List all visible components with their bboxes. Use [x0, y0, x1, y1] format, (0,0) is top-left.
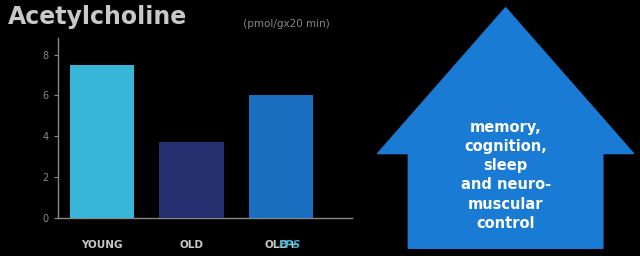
Text: FPS: FPS: [279, 240, 301, 250]
Text: YOUNG: YOUNG: [81, 240, 123, 250]
Text: Acetylcholine: Acetylcholine: [8, 5, 187, 29]
Text: memory,
cognition,
sleep
and neuro-
muscular
control: memory, cognition, sleep and neuro- musc…: [461, 120, 550, 231]
Text: (pmol/gx20 min): (pmol/gx20 min): [240, 19, 330, 29]
Text: OLD: OLD: [179, 240, 204, 250]
Bar: [70, 65, 134, 218]
Text: OLD+: OLD+: [264, 240, 298, 250]
Bar: [159, 142, 223, 218]
Bar: [248, 95, 313, 218]
